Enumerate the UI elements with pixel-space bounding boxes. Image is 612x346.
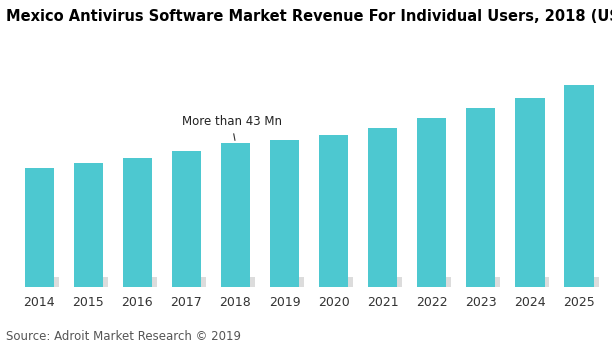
FancyBboxPatch shape (174, 277, 206, 287)
Bar (172, 152, 201, 287)
FancyBboxPatch shape (272, 277, 304, 287)
FancyBboxPatch shape (76, 277, 108, 287)
Bar (466, 108, 496, 287)
Text: Mexico Antivirus Software Market Revenue For Individual Users, 2018 (USD Million: Mexico Antivirus Software Market Revenue… (6, 9, 612, 24)
Bar (221, 143, 250, 287)
Bar (319, 135, 348, 287)
Bar (417, 118, 446, 287)
FancyBboxPatch shape (469, 277, 501, 287)
Bar (368, 128, 397, 287)
FancyBboxPatch shape (125, 277, 157, 287)
Bar (515, 98, 545, 287)
Bar (564, 85, 594, 287)
FancyBboxPatch shape (567, 277, 599, 287)
FancyBboxPatch shape (370, 277, 402, 287)
Bar (24, 168, 54, 287)
Bar (122, 158, 152, 287)
Bar (73, 163, 103, 287)
Text: Source: Adroit Market Research © 2019: Source: Adroit Market Research © 2019 (6, 329, 241, 343)
FancyBboxPatch shape (419, 277, 451, 287)
FancyBboxPatch shape (518, 277, 550, 287)
Bar (270, 140, 299, 287)
FancyBboxPatch shape (223, 277, 255, 287)
Text: More than 43 Mn: More than 43 Mn (182, 115, 282, 140)
FancyBboxPatch shape (27, 277, 59, 287)
FancyBboxPatch shape (321, 277, 353, 287)
